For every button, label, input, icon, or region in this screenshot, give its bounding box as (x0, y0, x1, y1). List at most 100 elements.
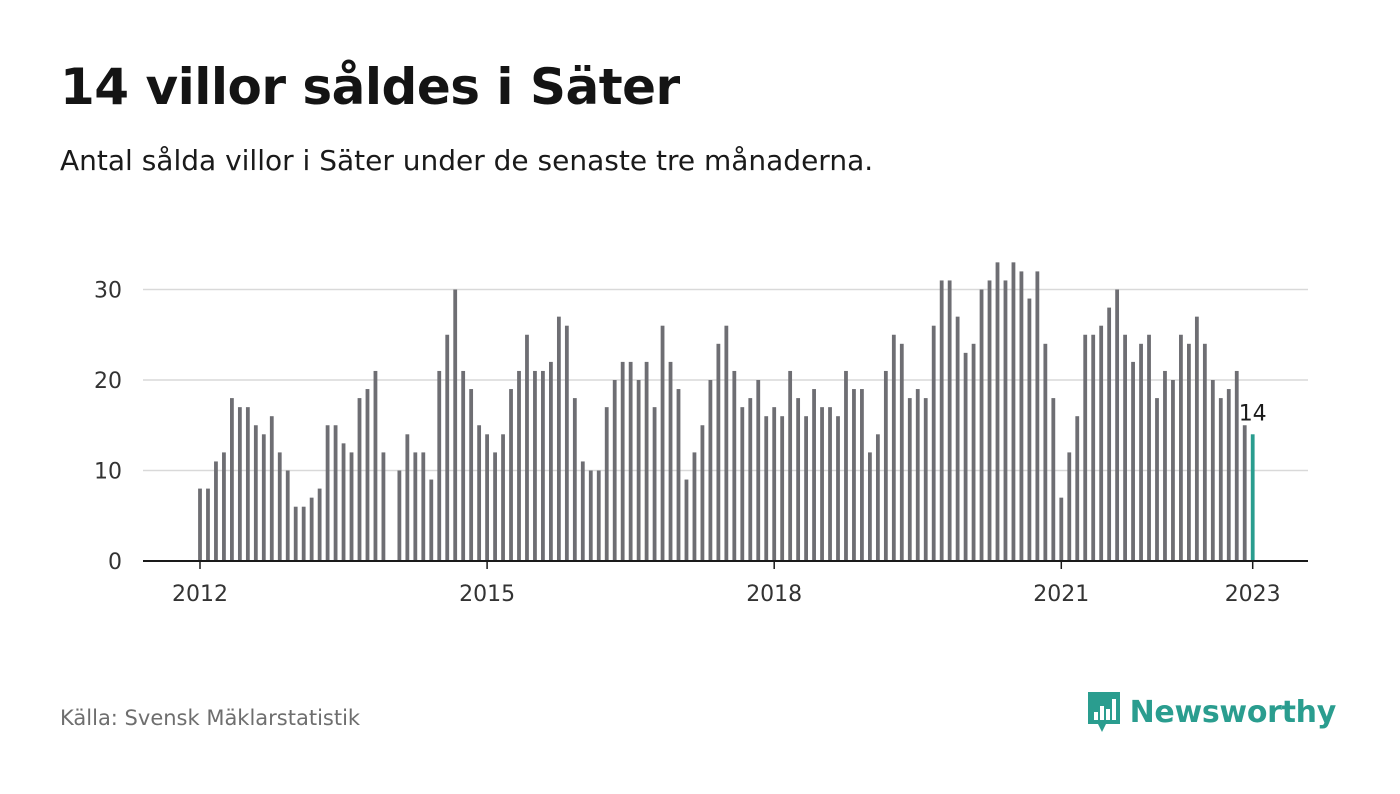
bar (230, 398, 234, 561)
bar (214, 461, 218, 561)
bar (788, 370, 793, 561)
bar (253, 425, 258, 561)
bar (357, 398, 362, 561)
bar (764, 416, 769, 561)
bar (700, 425, 705, 561)
chart-title: 14 villor såldes i Säter (60, 58, 680, 116)
bar (668, 361, 673, 561)
bar (572, 398, 577, 561)
y-tick-label: 10 (94, 460, 122, 485)
bar (556, 316, 561, 561)
bar (684, 479, 689, 561)
x-tick-label: 2018 (746, 582, 802, 607)
bar (971, 343, 976, 561)
bar (222, 452, 226, 561)
bar (628, 361, 633, 561)
bar (1107, 307, 1112, 561)
bar (1011, 262, 1016, 561)
bar (748, 398, 753, 561)
bar (1019, 271, 1024, 561)
axes: 0 10 20 30 2012 2015 2018 2021 2023 14 (94, 279, 1308, 607)
brand-name: Newsworthy (1129, 694, 1337, 730)
bar (373, 370, 378, 561)
bar (293, 506, 298, 561)
bar (947, 280, 952, 561)
bar (549, 361, 553, 561)
bar (365, 389, 370, 561)
bar (1194, 316, 1199, 561)
y-tick-label: 0 (108, 550, 122, 575)
bar (1187, 343, 1191, 561)
bar (469, 389, 474, 561)
bar (756, 380, 761, 561)
x-tick-label: 2023 (1225, 582, 1281, 607)
bar (1139, 343, 1143, 561)
bar (493, 452, 497, 561)
bar (883, 370, 888, 561)
bar (325, 425, 330, 561)
bar (1099, 325, 1104, 561)
bar (206, 488, 210, 561)
bar (612, 380, 617, 561)
bar (828, 407, 832, 561)
latest-value-label: 14 (1239, 401, 1267, 426)
bar (245, 407, 250, 561)
bar (995, 262, 1000, 561)
bar (541, 370, 545, 561)
bar (1147, 334, 1151, 561)
bar (397, 470, 402, 561)
bar (309, 497, 314, 561)
bar (1218, 398, 1223, 561)
bar (1035, 271, 1040, 561)
bar (955, 316, 960, 561)
bar (1059, 497, 1064, 561)
x-tick-label: 2012 (172, 582, 228, 607)
bar (477, 425, 482, 561)
bar (1163, 370, 1167, 561)
bar (812, 389, 816, 561)
bar (636, 380, 641, 561)
bar (261, 434, 266, 561)
bar (333, 425, 338, 561)
bar (604, 407, 609, 561)
bar (588, 470, 593, 561)
bar (899, 343, 904, 561)
bar (875, 434, 880, 561)
bar (1067, 452, 1072, 561)
bars (198, 262, 1255, 561)
bar (445, 334, 450, 561)
newsworthy-logo: Newsworthy (1086, 690, 1336, 734)
bar (676, 389, 681, 561)
bar (907, 398, 912, 561)
bar (1179, 334, 1183, 561)
bar (341, 443, 346, 561)
bar (923, 398, 928, 561)
y-tick-label: 20 (94, 369, 122, 394)
bar (301, 506, 306, 561)
bar (269, 416, 274, 561)
bar (237, 407, 242, 561)
bar (796, 398, 801, 561)
bar (740, 407, 745, 561)
bar (421, 452, 426, 561)
bar (780, 416, 785, 561)
bar (1075, 416, 1080, 561)
bar (517, 370, 521, 561)
bar-latest (1250, 434, 1255, 561)
x-tick-label: 2015 (459, 582, 515, 607)
bar (716, 343, 721, 561)
bar (485, 434, 489, 561)
bar (1003, 280, 1008, 561)
bar (708, 380, 713, 561)
bar (437, 370, 442, 561)
bar (461, 370, 466, 561)
bar (1242, 425, 1247, 561)
bar (652, 407, 657, 561)
bar (277, 452, 282, 561)
bar (931, 325, 936, 561)
bar (820, 407, 824, 561)
bar (317, 488, 322, 561)
bar (381, 452, 386, 561)
bar (1210, 380, 1215, 561)
chart-subtitle: Antal sålda villor i Säter under de sena… (60, 144, 874, 177)
